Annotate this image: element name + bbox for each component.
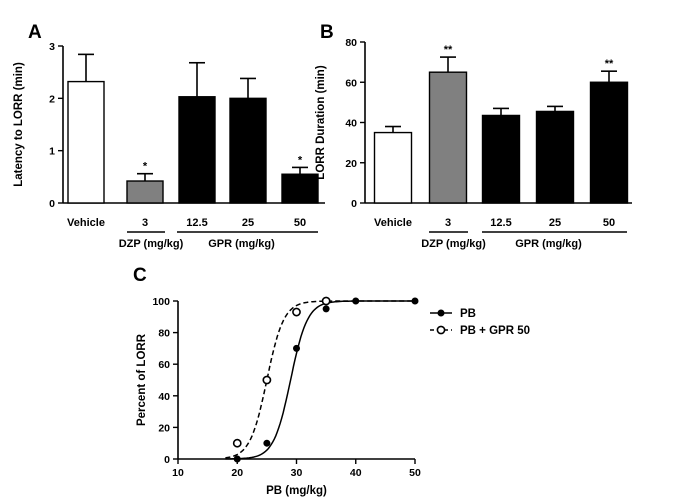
- panel-c: C 0 20 40 60 80 100 10 20 30 40 50 PB (mg/kg) Percent…: [133, 265, 530, 497]
- y-tick-label: 2: [49, 93, 55, 105]
- panel-a: A 0 1 2 3 Latency to LORR (min) Vehicle * 3 12.5 2…: [13, 22, 325, 250]
- x-tick-label: 20: [231, 467, 243, 479]
- y-tick-label: 40: [345, 118, 357, 130]
- x-category-label: 50: [603, 217, 615, 229]
- x-tick-label: 30: [291, 467, 303, 479]
- y-tick-label: 3: [49, 41, 55, 53]
- data-point: [411, 297, 419, 305]
- bar: [373, 131, 413, 204]
- y-tick-label: 80: [345, 37, 357, 49]
- bar: [535, 110, 575, 204]
- y-axis-label: Percent of LORR: [136, 333, 148, 426]
- x-category-label: 3: [142, 217, 148, 229]
- y-tick-label: 80: [158, 328, 170, 340]
- bar: [281, 173, 319, 204]
- y-tick-label: 20: [345, 158, 357, 170]
- y-tick-label: 60: [158, 359, 170, 371]
- panel-b: B 0 20 40 60 80 LORR Duration (min) Vehicle ** 3 1…: [315, 22, 632, 250]
- bar: [589, 81, 629, 204]
- series-line-pb: [225, 300, 415, 460]
- legend-marker: [437, 309, 445, 317]
- significance-marker: **: [605, 58, 614, 70]
- significance-marker: **: [444, 44, 453, 56]
- data-point: [233, 455, 241, 463]
- bar: [178, 96, 216, 204]
- x-axis-label: PB (mg/kg): [266, 485, 327, 497]
- y-axis-label: LORR Duration (min): [315, 65, 327, 180]
- significance-marker: *: [143, 161, 148, 173]
- group-label: DZP (mg/kg): [421, 238, 486, 250]
- panel-letter: C: [133, 265, 147, 286]
- y-tick-label: 20: [158, 422, 170, 434]
- x-category-label: 25: [242, 217, 254, 229]
- y-tick-label: 60: [345, 77, 357, 89]
- x-tick-label: 10: [172, 467, 184, 479]
- bar: [67, 80, 105, 204]
- data-point: [262, 375, 272, 385]
- data-point: [263, 439, 271, 447]
- y-tick-label: 100: [152, 296, 170, 308]
- x-category-label: 12.5: [186, 217, 207, 229]
- x-tick-label: 50: [409, 467, 421, 479]
- x-category-label: Vehicle: [67, 217, 105, 229]
- data-point: [232, 438, 242, 448]
- panel-letter: A: [28, 22, 42, 43]
- group-label: GPR (mg/kg): [208, 238, 275, 250]
- x-category-label: 50: [294, 217, 306, 229]
- y-tick-label: 0: [164, 454, 170, 466]
- legend-label: PB + GPR 50: [460, 325, 530, 337]
- x-category-label: 25: [549, 217, 561, 229]
- group-label: DZP (mg/kg): [119, 238, 184, 250]
- bar: [481, 114, 521, 204]
- bar: [428, 71, 468, 204]
- data-point: [322, 305, 330, 313]
- bar: [126, 180, 164, 204]
- x-category-label: Vehicle: [374, 217, 412, 229]
- data-point: [292, 307, 301, 317]
- y-tick-label: 0: [351, 198, 357, 210]
- x-tick-label: 40: [350, 467, 362, 479]
- series-line-pb-gpr50: [225, 300, 415, 459]
- group-label: GPR (mg/kg): [515, 238, 582, 250]
- panel-letter: B: [320, 22, 334, 43]
- data-point: [293, 344, 300, 352]
- legend-marker: [436, 325, 446, 335]
- legend-label: PB: [460, 308, 476, 320]
- x-category-label: 3: [445, 217, 451, 229]
- y-tick-label: 1: [49, 146, 55, 158]
- bar: [229, 97, 267, 204]
- y-tick-label: 0: [49, 198, 55, 210]
- significance-marker: *: [298, 154, 303, 166]
- data-point: [321, 296, 331, 306]
- x-category-label: 12.5: [490, 217, 511, 229]
- y-axis-label: Latency to LORR (min): [13, 62, 25, 187]
- y-tick-label: 40: [158, 391, 170, 403]
